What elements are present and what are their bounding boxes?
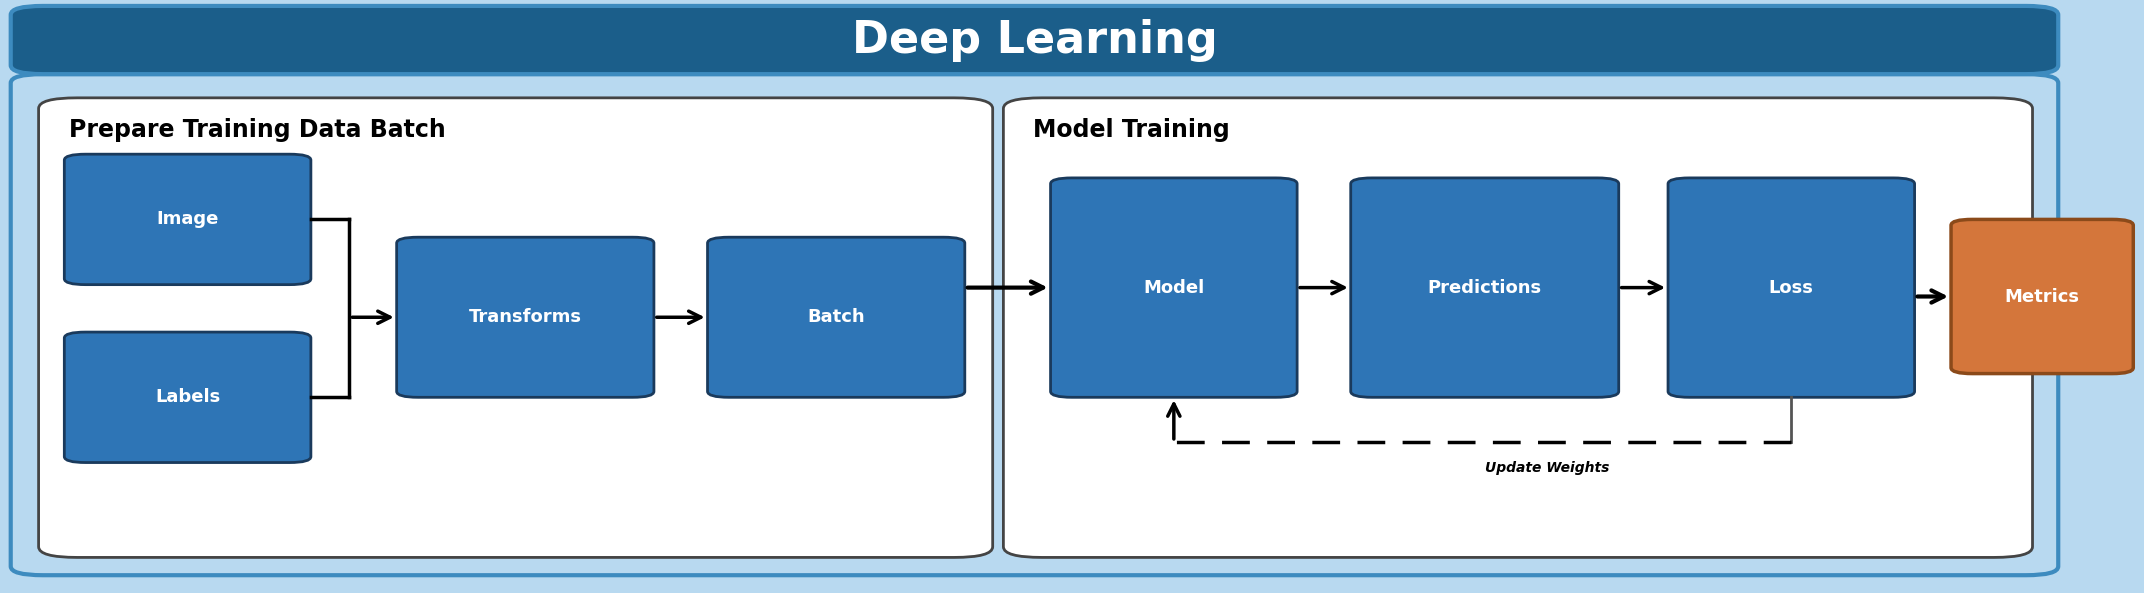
FancyBboxPatch shape bbox=[11, 6, 2058, 74]
FancyBboxPatch shape bbox=[1951, 219, 2133, 374]
FancyBboxPatch shape bbox=[708, 237, 965, 397]
FancyBboxPatch shape bbox=[64, 154, 311, 285]
Text: Batch: Batch bbox=[808, 308, 864, 326]
Text: Update Weights: Update Weights bbox=[1484, 461, 1610, 476]
FancyBboxPatch shape bbox=[11, 74, 2058, 575]
FancyBboxPatch shape bbox=[39, 98, 993, 557]
Text: Model Training: Model Training bbox=[1033, 119, 1231, 142]
FancyBboxPatch shape bbox=[64, 332, 311, 463]
Text: Deep Learning: Deep Learning bbox=[851, 18, 1218, 62]
Text: Predictions: Predictions bbox=[1428, 279, 1542, 296]
Text: Labels: Labels bbox=[154, 388, 221, 406]
Text: Prepare Training Data Batch: Prepare Training Data Batch bbox=[69, 119, 446, 142]
FancyBboxPatch shape bbox=[397, 237, 654, 397]
Text: Model: Model bbox=[1143, 279, 1205, 296]
Text: Metrics: Metrics bbox=[2005, 288, 2080, 305]
FancyBboxPatch shape bbox=[1003, 98, 2033, 557]
FancyBboxPatch shape bbox=[1051, 178, 1297, 397]
FancyBboxPatch shape bbox=[1668, 178, 1915, 397]
Text: Transforms: Transforms bbox=[470, 308, 581, 326]
Text: Image: Image bbox=[157, 211, 219, 228]
Text: Loss: Loss bbox=[1769, 279, 1814, 296]
FancyBboxPatch shape bbox=[1351, 178, 1619, 397]
